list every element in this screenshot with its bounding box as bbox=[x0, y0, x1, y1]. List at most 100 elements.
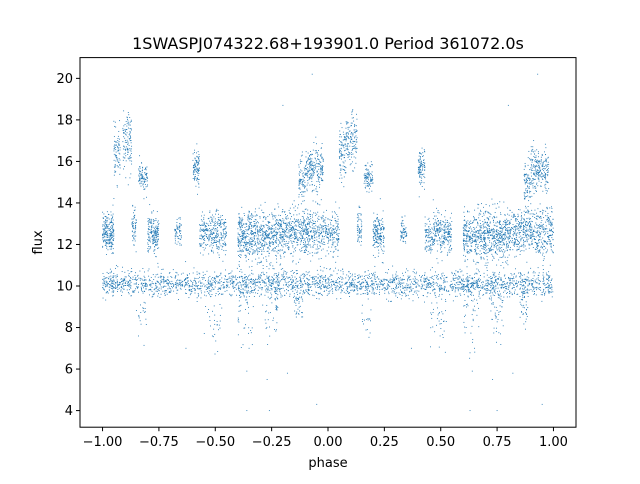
data-point bbox=[549, 239, 551, 240]
data-point bbox=[249, 250, 251, 252]
data-point bbox=[447, 227, 449, 229]
data-point bbox=[447, 234, 449, 235]
data-point bbox=[238, 239, 240, 241]
data-point bbox=[487, 230, 489, 232]
data-point bbox=[535, 168, 536, 170]
data-point bbox=[300, 230, 302, 232]
data-point bbox=[130, 136, 131, 138]
data-point bbox=[504, 220, 506, 222]
data-point bbox=[506, 262, 508, 264]
data-point bbox=[471, 239, 473, 241]
data-point bbox=[113, 230, 115, 232]
data-point bbox=[216, 232, 217, 234]
data-point bbox=[472, 240, 474, 242]
data-point bbox=[205, 245, 207, 246]
data-point bbox=[242, 250, 244, 252]
data-point bbox=[444, 232, 446, 234]
data-point bbox=[262, 245, 264, 247]
data-point bbox=[348, 155, 350, 157]
data-point bbox=[265, 242, 267, 244]
data-point bbox=[373, 238, 375, 240]
data-point bbox=[357, 214, 358, 216]
data-point bbox=[135, 226, 137, 228]
data-point bbox=[278, 214, 280, 216]
data-point bbox=[501, 237, 503, 239]
data-point bbox=[114, 166, 116, 168]
data-point bbox=[296, 232, 298, 234]
data-point bbox=[260, 204, 262, 206]
data-point bbox=[104, 239, 105, 241]
data-point bbox=[361, 221, 363, 223]
data-point bbox=[465, 229, 466, 231]
data-point bbox=[132, 240, 134, 242]
data-point bbox=[484, 230, 486, 232]
data-point bbox=[429, 220, 431, 222]
data-point bbox=[109, 226, 111, 228]
data-point bbox=[318, 168, 320, 170]
data-point bbox=[440, 245, 442, 247]
data-point bbox=[313, 162, 315, 164]
data-point bbox=[157, 221, 159, 223]
data-point bbox=[438, 228, 440, 230]
data-point bbox=[150, 222, 152, 223]
data-point bbox=[248, 211, 250, 212]
data-point bbox=[273, 230, 275, 231]
data-point bbox=[265, 243, 267, 245]
data-point bbox=[209, 210, 211, 212]
data-point bbox=[313, 212, 315, 214]
data-point bbox=[547, 190, 548, 192]
data-point bbox=[176, 224, 178, 226]
data-point bbox=[485, 262, 487, 264]
data-point bbox=[531, 183, 533, 185]
data-point bbox=[275, 226, 277, 228]
data-point bbox=[285, 224, 287, 226]
data-point bbox=[545, 158, 547, 160]
data-point bbox=[365, 164, 367, 166]
data-point bbox=[263, 239, 265, 241]
data-point bbox=[365, 165, 367, 167]
data-point bbox=[193, 170, 195, 171]
data-point bbox=[367, 178, 369, 180]
data-point bbox=[431, 243, 433, 245]
data-point bbox=[448, 236, 450, 237]
data-point bbox=[359, 218, 361, 220]
data-point bbox=[272, 248, 274, 250]
data-point bbox=[337, 233, 339, 235]
data-point bbox=[272, 249, 274, 251]
data-point bbox=[123, 110, 125, 112]
data-point bbox=[529, 179, 531, 181]
data-point bbox=[215, 211, 217, 212]
data-point bbox=[280, 263, 282, 265]
data-point bbox=[279, 234, 281, 236]
data-point bbox=[351, 122, 353, 124]
data-point bbox=[477, 253, 479, 254]
data-point bbox=[151, 212, 153, 214]
data-point bbox=[443, 241, 445, 242]
data-point bbox=[347, 149, 349, 151]
data-point bbox=[154, 241, 156, 242]
data-point bbox=[135, 251, 137, 253]
data-point bbox=[115, 156, 117, 158]
data-point bbox=[496, 231, 498, 233]
data-point bbox=[473, 231, 475, 233]
data-point bbox=[344, 160, 346, 162]
data-point bbox=[243, 230, 245, 232]
data-point bbox=[310, 260, 312, 262]
data-point bbox=[290, 218, 291, 220]
data-point bbox=[547, 161, 549, 163]
data-point bbox=[300, 219, 301, 221]
data-point bbox=[277, 228, 279, 230]
data-point bbox=[198, 158, 200, 160]
data-point bbox=[119, 147, 121, 149]
data-point bbox=[482, 257, 484, 259]
data-point bbox=[209, 228, 210, 229]
data-point bbox=[382, 252, 384, 254]
data-point bbox=[306, 226, 308, 228]
data-point bbox=[286, 218, 288, 220]
data-point bbox=[406, 235, 408, 237]
data-point bbox=[542, 162, 544, 164]
data-point bbox=[293, 200, 295, 202]
data-point bbox=[326, 209, 327, 211]
data-point bbox=[126, 139, 128, 141]
